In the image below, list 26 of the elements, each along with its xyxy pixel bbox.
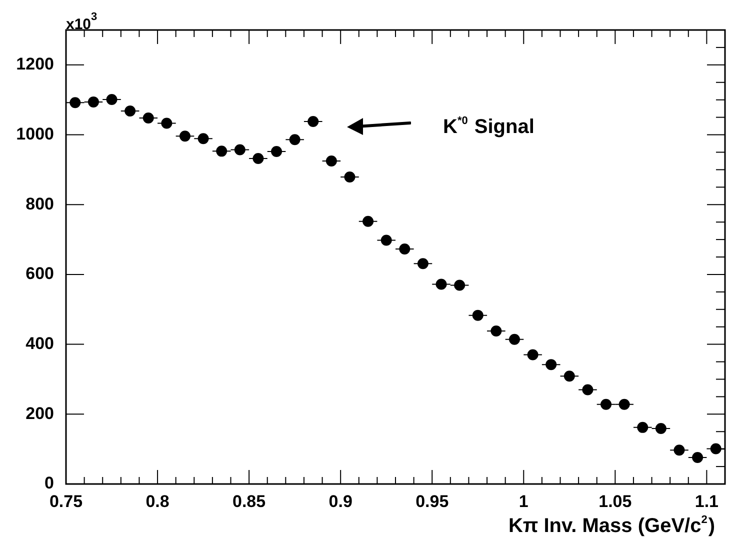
y-tick-label: 1200 bbox=[16, 54, 54, 74]
y-tick-label: 400 bbox=[26, 334, 54, 353]
y-tick-label: 800 bbox=[26, 194, 54, 214]
y-tick-label: 1000 bbox=[16, 124, 54, 144]
point bbox=[655, 422, 666, 434]
x-tick-label: 1.05 bbox=[598, 492, 632, 511]
x-tick-label: 0.8 bbox=[146, 492, 170, 511]
point bbox=[508, 334, 520, 345]
y-tick-label: 0 bbox=[44, 474, 54, 493]
point bbox=[326, 155, 337, 166]
x-tick-label: 0.95 bbox=[416, 492, 449, 511]
y-tick-label: 600 bbox=[26, 264, 54, 284]
point bbox=[362, 216, 374, 227]
x-tick-label: 0.85 bbox=[232, 492, 266, 511]
y-tick-label: 200 bbox=[26, 404, 54, 423]
point bbox=[308, 116, 319, 127]
x-tick-label: 0.75 bbox=[49, 492, 83, 511]
x-tick-label: 1 bbox=[518, 492, 528, 511]
x-tick-label: 1.1 bbox=[694, 492, 719, 511]
point bbox=[88, 96, 99, 108]
point bbox=[70, 97, 81, 108]
x-tick-label: 0.9 bbox=[328, 492, 352, 511]
point bbox=[692, 452, 704, 463]
point bbox=[546, 359, 557, 370]
point bbox=[564, 370, 575, 382]
point bbox=[124, 106, 136, 117]
